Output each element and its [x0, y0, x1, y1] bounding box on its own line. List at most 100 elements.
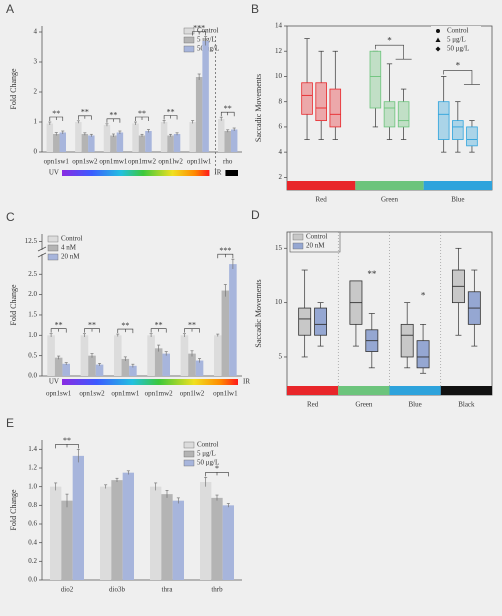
legend-swatch [183, 459, 195, 467]
category-band [355, 181, 424, 190]
significance-bracket [50, 328, 67, 333]
significance-bracket [78, 115, 92, 120]
bar [53, 134, 60, 152]
bar [195, 360, 204, 376]
bar [100, 486, 112, 580]
y-tick-label: 2.5 [28, 270, 37, 278]
panel-letter: A [6, 2, 14, 16]
y-tick-label: 5 [279, 353, 283, 361]
legend-swatch [47, 253, 59, 261]
x-tick-label: opn1mw1 [111, 390, 140, 398]
significance: ** [63, 436, 71, 445]
legend-label: 50 μg/L [197, 459, 219, 467]
box [329, 88, 342, 128]
panel-letter: D [251, 208, 260, 222]
y-tick-label: 2 [279, 173, 283, 181]
x-tick-label: opn1mw1 [99, 158, 128, 166]
bar [230, 129, 238, 152]
significance: ** [121, 321, 129, 330]
significance-bracket [106, 118, 121, 123]
box [452, 120, 464, 140]
y-tick-label: 2.0 [28, 290, 37, 298]
bar [145, 131, 152, 152]
significance: ** [167, 107, 175, 116]
bar [147, 335, 155, 376]
bar [61, 500, 73, 580]
legend-marker [435, 46, 441, 52]
box [397, 101, 410, 128]
axis-break [37, 252, 47, 258]
legend-swatch [47, 235, 59, 243]
spectrum-bar [62, 379, 238, 385]
y-tick-label: 0.2 [28, 557, 37, 565]
bar [47, 335, 55, 376]
x-tick-label: dio3b [109, 586, 125, 594]
legend-marker [435, 37, 441, 42]
bar [75, 122, 82, 152]
bar [160, 122, 168, 152]
spectrum-label: IR [214, 169, 221, 177]
y-tick-label: 3 [34, 58, 38, 66]
x-tick-label: opn1sw2 [72, 158, 98, 166]
bar [218, 119, 225, 152]
significance: ** [52, 109, 60, 118]
legend-label: 5 μg/L [197, 450, 216, 458]
bar [195, 77, 203, 152]
legend-swatch [47, 244, 59, 252]
significance: ** [109, 111, 117, 120]
bar [62, 363, 70, 376]
significance-bracket [443, 70, 480, 85]
box [383, 101, 396, 128]
bar [229, 264, 237, 376]
bar [72, 455, 84, 580]
x-tick-label: Red [316, 196, 328, 204]
y-axis-label: Fold Change [9, 284, 18, 326]
bar [46, 123, 54, 152]
category-band [338, 386, 390, 395]
significance-bracket [205, 472, 229, 477]
y-tick-label: 8 [279, 97, 283, 105]
significance: ** [138, 109, 146, 118]
significance-bracket [217, 253, 234, 259]
legend-swatch [183, 450, 195, 458]
y-tick-label: 1.0 [28, 482, 37, 490]
y-tick-label: 0.6 [28, 520, 37, 528]
spectrum-bar [62, 170, 210, 176]
panel-letter: B [251, 2, 259, 16]
x-tick-label: Blue [409, 401, 422, 409]
significance-bracket [192, 31, 206, 36]
spectrum-label: UV [49, 169, 59, 177]
category-band [423, 181, 492, 190]
significance: ** [81, 108, 89, 117]
category-band [287, 181, 356, 190]
legend-label: Control [197, 27, 218, 35]
bar [189, 122, 196, 152]
bar [172, 500, 184, 580]
legend-label: Control [447, 27, 468, 35]
x-tick-label: rho [223, 158, 233, 166]
y-tick-label: 1.5 [28, 311, 37, 319]
box [400, 323, 414, 358]
x-tick-label: opn1lw2 [180, 390, 205, 398]
bar [54, 357, 63, 376]
panel-c: C 0.0 0.5 1.0 1.5 2.0 2.5 12.5 Fold Change Contro… [6, 210, 250, 397]
axis-break [37, 246, 47, 252]
legend-label: 20 nM [306, 242, 325, 250]
x-tick-label: opn1sw1 [44, 158, 70, 166]
category-band [440, 386, 492, 395]
significance-bracket [375, 44, 412, 60]
bar [132, 123, 139, 152]
bar [167, 135, 174, 152]
significance: * [456, 61, 461, 71]
bar [162, 353, 170, 376]
bar [110, 135, 117, 152]
x-tick-label: opn1sw2 [79, 390, 105, 398]
bar [224, 131, 231, 152]
y-tick-label: 12.5 [25, 237, 38, 245]
legend-label: Control [306, 233, 327, 241]
significance: ** [188, 321, 196, 330]
y-tick-label: 0.0 [28, 372, 37, 380]
bar [138, 135, 146, 152]
bar [122, 472, 134, 580]
